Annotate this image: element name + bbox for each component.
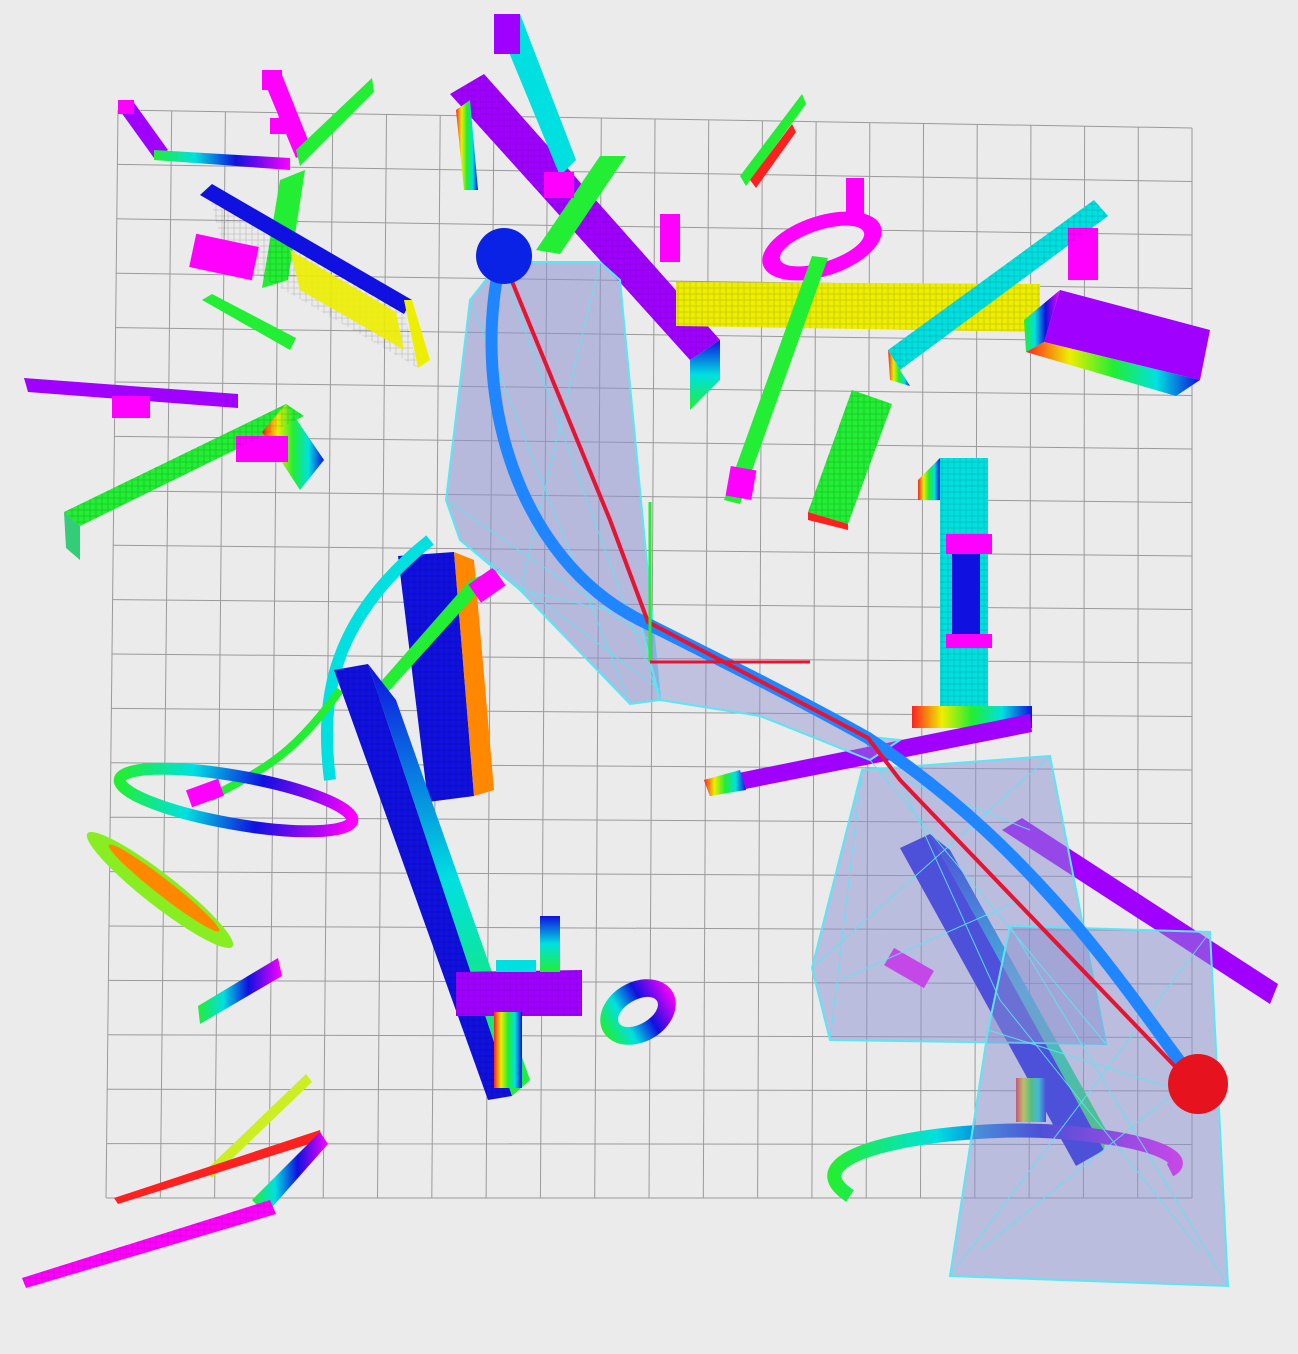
obstacle-orange-disk — [108, 844, 220, 932]
convex-hulls — [444, 261, 1230, 1288]
obstacle-magenta-stub — [725, 465, 757, 501]
obstacle-small-torus — [600, 979, 676, 1045]
obstacle-purple-diagonal-top — [450, 74, 720, 410]
obstacle-small-block — [198, 958, 282, 1024]
obstacle-bracket-top-left — [118, 70, 374, 170]
straight-path — [502, 261, 1192, 1084]
obstacle-green-small — [202, 294, 296, 350]
goal-marker[interactable] — [1168, 1054, 1228, 1114]
obstacle-magenta-square — [544, 172, 574, 198]
obstacle-bottom-left-sticks — [22, 1074, 328, 1288]
obstacle-cyan-strip-top — [494, 14, 576, 176]
obstacle-magenta-link — [468, 567, 506, 603]
obstacle-green-block — [808, 390, 892, 530]
obstacle-stick-red — [750, 124, 796, 188]
obstacle-cyan-figure — [912, 458, 1032, 728]
obstacle-arc-left-end — [704, 770, 746, 796]
obstacle-purple-rect — [456, 916, 582, 1088]
obstacle-cyan-cap — [494, 14, 520, 54]
origin-axes — [648, 502, 810, 664]
obstacle-green-diagonal — [356, 568, 500, 712]
obstacle-cyan-diagonal — [888, 200, 1108, 386]
trajectory — [485, 256, 1200, 1086]
obstacle-purple-box — [1024, 290, 1210, 396]
obstacle-torus-top — [762, 178, 882, 281]
obstacle-stick-top — [740, 94, 806, 186]
hull-lower-right — [948, 924, 1230, 1288]
start-marker[interactable] — [476, 228, 532, 284]
obstacle-green-arc-top — [536, 156, 626, 254]
obstacle-magenta-tab — [112, 396, 150, 418]
obstacle-purple-bar-left — [24, 378, 238, 408]
obstacle-magenta-pillar — [660, 214, 680, 262]
obstacle-blue-bar — [200, 184, 430, 368]
obstacle-magenta-chip — [185, 778, 225, 808]
obstacle-purple-flat — [704, 714, 1032, 796]
obstacle-green-pole — [724, 256, 828, 504]
obstacle-magenta-block — [189, 233, 259, 281]
obstacle-green-slab — [64, 404, 324, 560]
obstacle-arc-ring — [113, 535, 434, 838]
